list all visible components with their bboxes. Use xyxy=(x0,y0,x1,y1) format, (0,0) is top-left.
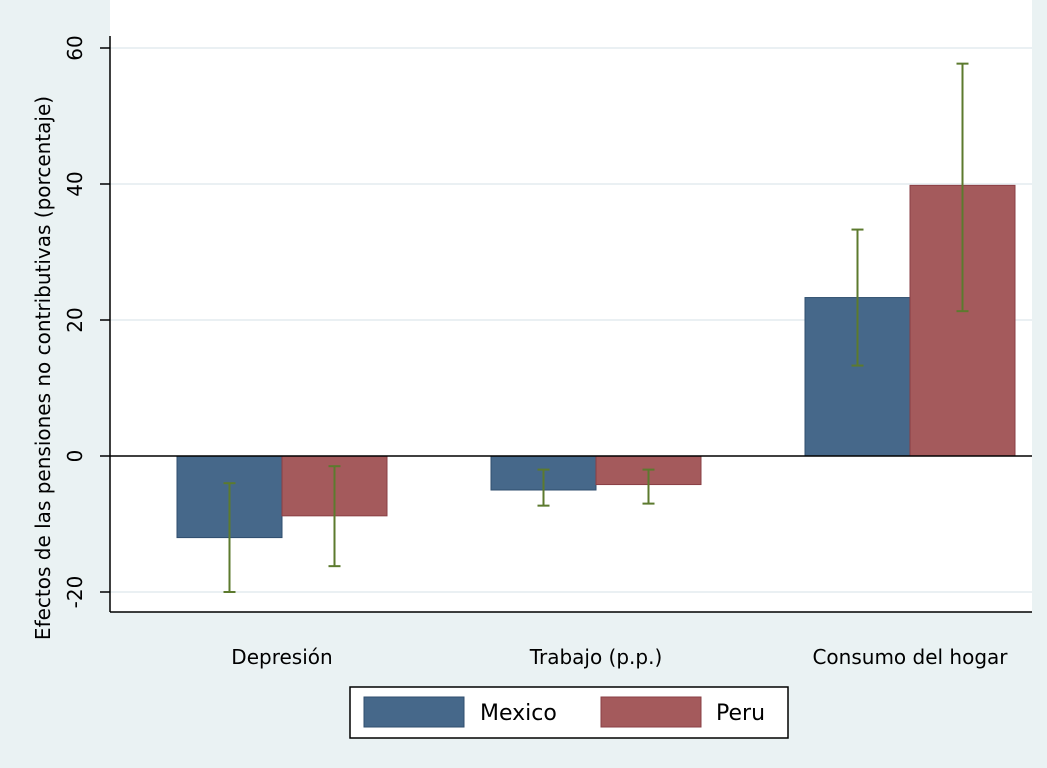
error-bar-mexico-1 xyxy=(223,482,236,593)
error-bar-peru-1 xyxy=(328,465,341,568)
legend-label-mexico[interactable]: Mexico xyxy=(480,701,557,726)
bars xyxy=(176,184,1016,539)
y-tick-label: 20 xyxy=(63,307,87,332)
error-bar-peru-3 xyxy=(956,62,969,313)
error-bar-mexico-2 xyxy=(537,468,550,507)
y-tick-label: 0 xyxy=(63,450,87,463)
axes xyxy=(100,36,1032,613)
x-category-label: Trabajo (p.p.) xyxy=(529,645,663,669)
y-tick-label: -20 xyxy=(63,576,87,609)
legend-swatch-mexico[interactable] xyxy=(363,696,465,728)
y-tick-label: 60 xyxy=(63,35,87,60)
legend-label-peru[interactable]: Peru xyxy=(716,701,765,726)
legend[interactable]: Mexico Peru xyxy=(349,686,789,739)
x-category-label: Consumo del hogar xyxy=(812,645,1008,669)
gridlines xyxy=(110,47,1032,593)
error-bar-mexico-3 xyxy=(851,228,864,367)
x-category-label: Depresión xyxy=(231,645,332,669)
y-tick-label: 40 xyxy=(63,171,87,196)
labels: -20 0 20 40 60 Depresión Trabajo (p.p.) Consumo… xyxy=(31,35,1008,669)
error-bars xyxy=(223,62,969,593)
legend-swatch-peru[interactable] xyxy=(600,696,702,728)
y-axis-title: Efectos de las pensiones no contributiva… xyxy=(31,96,55,640)
error-bar-peru-2 xyxy=(642,468,655,505)
